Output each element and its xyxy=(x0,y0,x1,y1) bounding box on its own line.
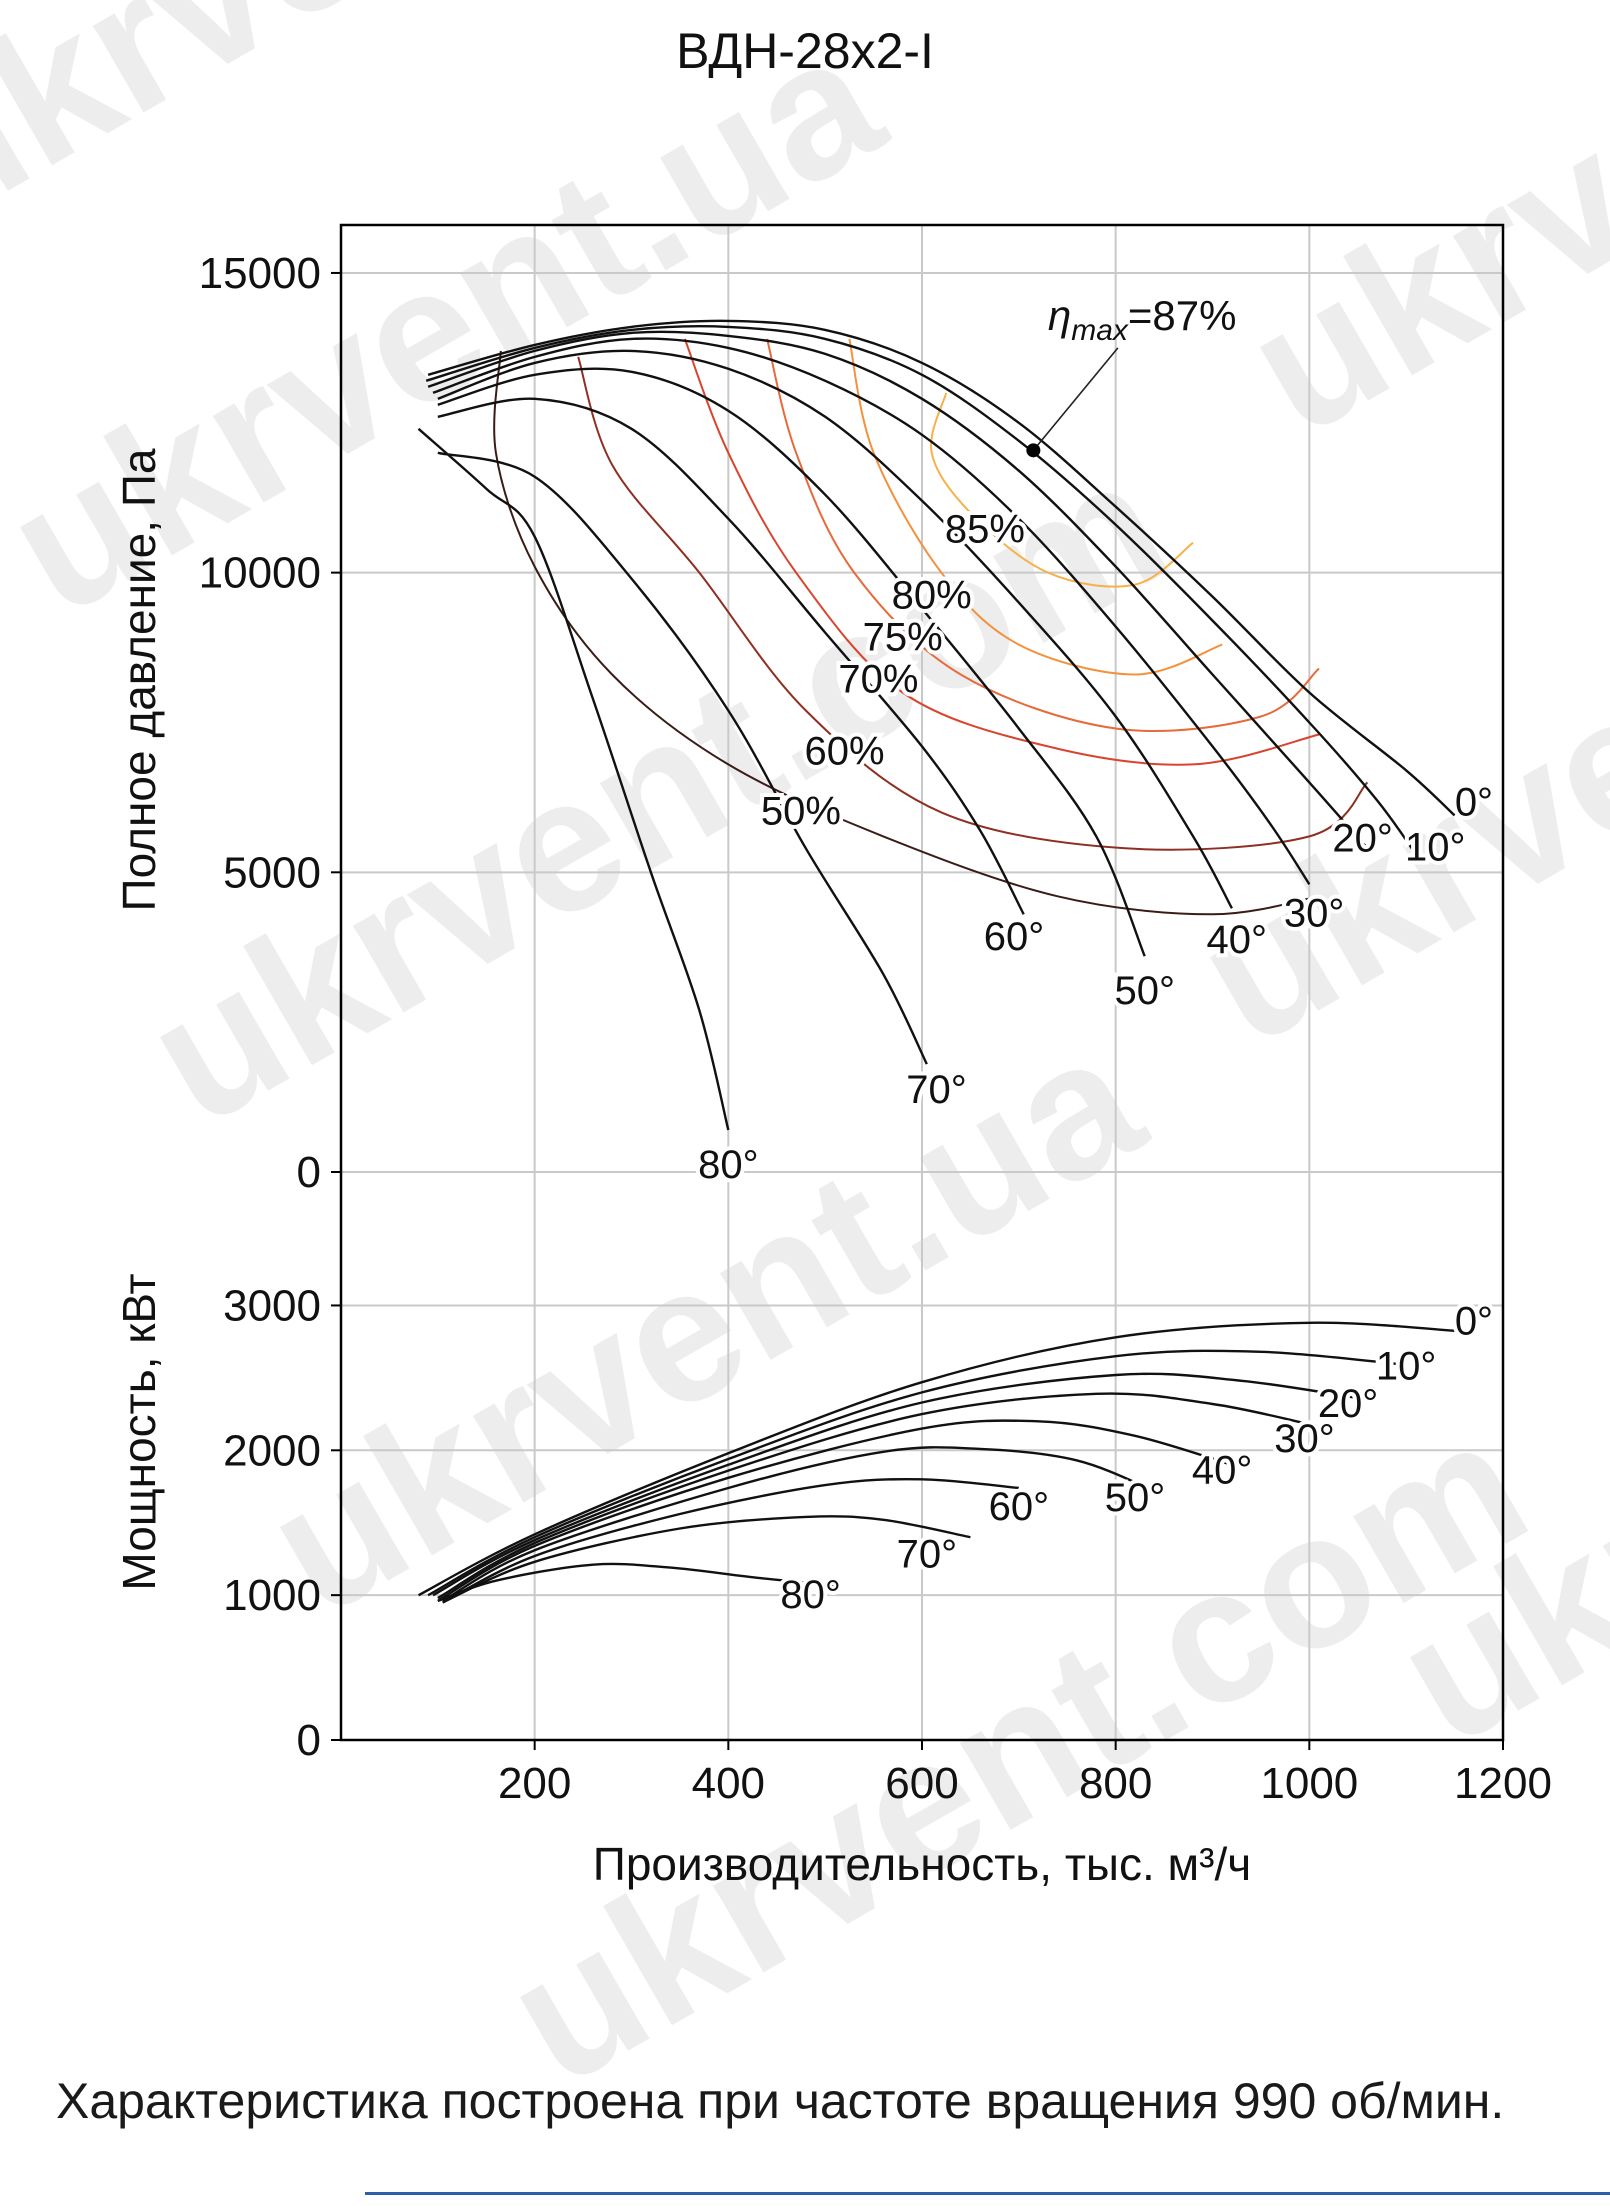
max-efficiency-label: ηmax=87% xyxy=(1048,292,1237,347)
x-tick-label: 600 xyxy=(885,1759,958,1808)
efficiency-label: 50% xyxy=(761,789,841,833)
watermark-text: ukrvent.ua xyxy=(1215,0,1610,476)
power-angle-label: 0° xyxy=(1455,1299,1493,1343)
power-angle-label: 80° xyxy=(780,1573,841,1617)
power-angle-label: 60° xyxy=(989,1485,1050,1529)
pressure-angle-label: 0° xyxy=(1455,780,1493,824)
efficiency-label: 60% xyxy=(805,729,885,773)
efficiency-label: 80% xyxy=(892,574,972,618)
power-tick-label: 0 xyxy=(297,1716,321,1765)
x-tick-label: 400 xyxy=(692,1759,765,1808)
efficiency-label: 75% xyxy=(863,616,943,660)
pressure-angle-label: 50° xyxy=(1114,969,1175,1013)
max-efficiency-point xyxy=(1026,443,1040,457)
x-tick-label: 800 xyxy=(1079,1759,1152,1808)
x-tick-label: 1200 xyxy=(1454,1759,1552,1808)
x-axis-label: Производительность, тыс. м³/ч xyxy=(593,1838,1251,1890)
pressure-angle-label: 40° xyxy=(1206,918,1267,962)
pressure-tick-label: 0 xyxy=(297,1148,321,1197)
footnote-underline xyxy=(365,2192,1610,2195)
power-axis-label: Мощность, кВт xyxy=(113,1273,165,1590)
pressure-angle-label: 20° xyxy=(1332,816,1393,860)
pressure-angle-label: 80° xyxy=(698,1143,759,1187)
watermark-text: ukrvent.ua xyxy=(235,991,1174,1656)
power-tick-label: 3000 xyxy=(223,1281,321,1330)
pressure-angle-label: 30° xyxy=(1284,891,1345,935)
chart-title: ВДН-28х2-I xyxy=(676,23,934,79)
pressure-tick-label: 10000 xyxy=(199,549,321,598)
power-tick-label: 2000 xyxy=(223,1426,321,1475)
power-angle-label: 40° xyxy=(1192,1449,1253,1493)
pressure-angle-label: 70° xyxy=(906,1068,967,1112)
pressure-angle-label: 60° xyxy=(984,915,1045,959)
watermark-text: ukrvent.com xyxy=(1165,337,1610,1085)
power-angle-label: 70° xyxy=(897,1533,958,1577)
x-tick-label: 200 xyxy=(498,1759,571,1808)
footnote-text: Характеристика построена при частоте вра… xyxy=(56,2072,1556,2130)
efficiency-label: 70% xyxy=(838,658,918,702)
pressure-angle-label: 10° xyxy=(1405,825,1466,869)
pressure-tick-label: 15000 xyxy=(199,249,321,298)
x-tick-label: 1000 xyxy=(1260,1759,1358,1808)
power-angle-label: 10° xyxy=(1376,1344,1437,1388)
efficiency-label: 85% xyxy=(945,508,1025,552)
power-angle-label: 50° xyxy=(1105,1476,1166,1520)
pressure-tick-label: 5000 xyxy=(223,848,321,897)
power-tick-label: 1000 xyxy=(223,1571,321,1620)
power-angle-label: 30° xyxy=(1274,1417,1335,1461)
pressure-axis-label: Полное давление, Па xyxy=(113,448,165,911)
watermark-group: ukrvent.comukrvent.uaukrvent.comukrvent.… xyxy=(0,0,1610,2126)
